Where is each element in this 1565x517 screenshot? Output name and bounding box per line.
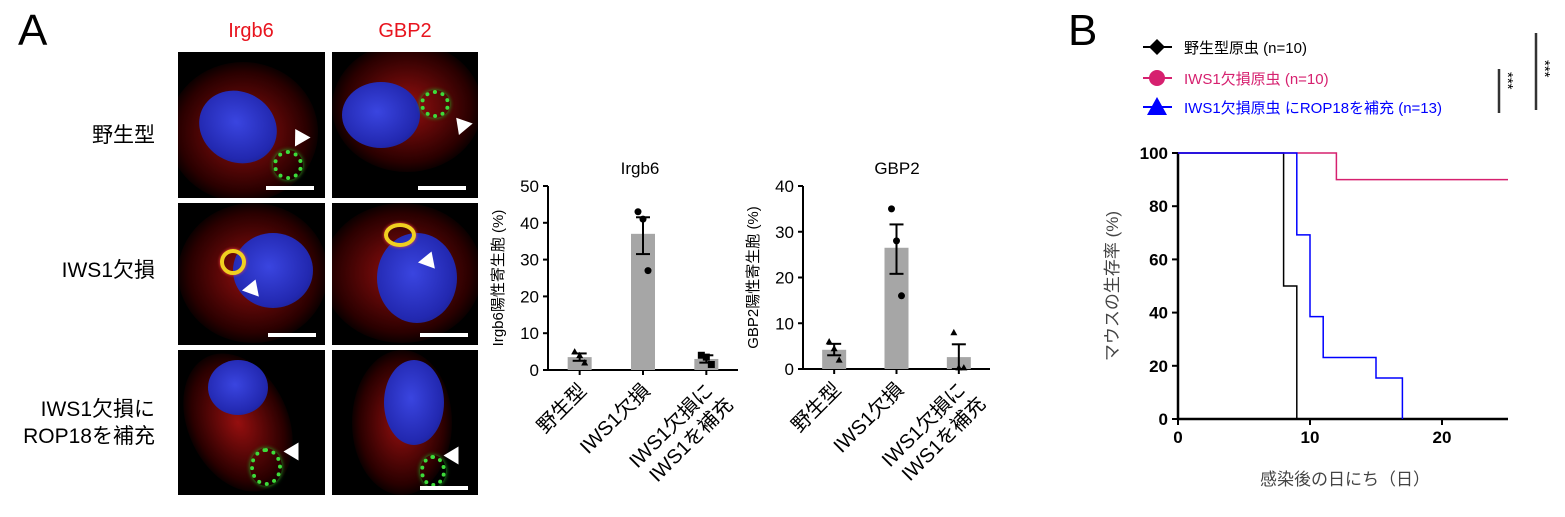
data-point bbox=[571, 348, 579, 355]
legend-marker-icon bbox=[1149, 39, 1165, 55]
y-tick-label: 60 bbox=[1149, 250, 1168, 269]
survival-curve bbox=[1178, 152, 1404, 419]
micrograph-ko-gbp2 bbox=[332, 203, 478, 345]
data-point bbox=[634, 208, 642, 216]
y-tick-label: 0 bbox=[1159, 410, 1168, 429]
y-tick-label: 50 bbox=[520, 177, 539, 196]
y-tick-label: 40 bbox=[1149, 304, 1168, 323]
data-point bbox=[576, 351, 584, 359]
legend-label: IWS1欠損原虫 にROP18を補充 (n=13) bbox=[1184, 100, 1442, 117]
column-header-gbp2: GBP2 bbox=[378, 20, 432, 42]
y-axis-label: Irgb6陽性寄生胞 (%) bbox=[489, 210, 507, 347]
y-axis-label: GBP2陽性寄生胞 (%) bbox=[744, 206, 762, 349]
x-tick-label: 20 bbox=[1433, 428, 1452, 447]
scale-bar bbox=[418, 186, 466, 190]
micrograph-ko-irgb6 bbox=[178, 203, 325, 345]
data-point bbox=[697, 351, 705, 359]
data-point bbox=[644, 267, 652, 275]
survival-curve bbox=[1178, 152, 1298, 419]
scale-bar bbox=[420, 333, 468, 337]
bar bbox=[631, 233, 655, 370]
data-point bbox=[893, 237, 900, 245]
column-header-irgb6: Irgb6 bbox=[228, 20, 274, 42]
y-tick-label: 10 bbox=[775, 314, 794, 333]
survival-curve bbox=[1178, 152, 1508, 181]
x-tick-label: 野生型 bbox=[533, 379, 592, 438]
y-tick-label: 30 bbox=[775, 223, 794, 242]
row-label-wild-type: 野生型 bbox=[92, 124, 155, 147]
legend-marker-icon bbox=[1147, 97, 1167, 115]
scale-bar bbox=[420, 486, 468, 490]
data-point bbox=[830, 344, 838, 352]
significance-label: *** bbox=[1536, 60, 1553, 78]
micrograph-wt-gbp2 bbox=[332, 52, 478, 198]
data-point bbox=[835, 356, 843, 363]
y-tick-label: 40 bbox=[775, 177, 794, 196]
legend-label: IWS1欠損原虫 (n=10) bbox=[1184, 71, 1329, 88]
data-point bbox=[950, 328, 958, 336]
data-point bbox=[960, 364, 968, 371]
y-axis-label: マウスの生存率 (%) bbox=[1103, 211, 1122, 361]
bar bbox=[694, 358, 719, 370]
significance-label: *** bbox=[1499, 72, 1516, 90]
y-tick-label: 20 bbox=[775, 269, 794, 288]
data-point bbox=[888, 205, 895, 213]
micrograph-comp-irgb6 bbox=[178, 350, 325, 495]
panel-b-label: B bbox=[1068, 6, 1098, 55]
data-point bbox=[581, 359, 589, 366]
data-point bbox=[702, 353, 710, 361]
data-point bbox=[707, 360, 715, 368]
row-label-line: ROP18を補充 bbox=[23, 425, 155, 448]
chart-title: Irgb6 bbox=[621, 159, 660, 178]
scale-bar bbox=[268, 333, 316, 337]
micrograph-wt-irgb6 bbox=[178, 52, 325, 198]
y-tick-label: 0 bbox=[530, 361, 539, 380]
data-point bbox=[639, 215, 647, 223]
data-point bbox=[825, 338, 833, 345]
data-point bbox=[955, 364, 963, 371]
y-tick-label: 20 bbox=[1149, 357, 1168, 376]
y-tick-label: 100 bbox=[1140, 144, 1168, 163]
chart-title: GBP2 bbox=[874, 159, 919, 178]
data-point bbox=[898, 292, 905, 300]
y-tick-label: 0 bbox=[785, 360, 794, 379]
row-label-iws1-ko: IWS1欠損 bbox=[61, 259, 155, 282]
x-tick-label: 0 bbox=[1173, 428, 1182, 447]
y-tick-label: 40 bbox=[520, 214, 539, 233]
legend-marker-icon bbox=[1149, 70, 1165, 86]
legend-label: 野生型原虫 (n=10) bbox=[1184, 40, 1307, 57]
micrograph-comp-gbp2 bbox=[332, 350, 478, 495]
scale-bar bbox=[266, 186, 314, 190]
x-axis-label: 感染後の日にち（日） bbox=[1260, 470, 1430, 489]
row-label-line: IWS1欠損に bbox=[40, 398, 155, 421]
y-tick-label: 80 bbox=[1149, 197, 1168, 216]
y-tick-label: 10 bbox=[520, 324, 539, 343]
row-label-complemented: IWS1欠損に ROP18を補充 bbox=[0, 396, 155, 450]
x-tick-label: 10 bbox=[1301, 428, 1320, 447]
x-tick-label: 野生型 bbox=[787, 378, 846, 437]
y-tick-label: 20 bbox=[520, 287, 539, 306]
y-tick-label: 30 bbox=[520, 251, 539, 270]
panel-a-label: A bbox=[18, 6, 48, 55]
